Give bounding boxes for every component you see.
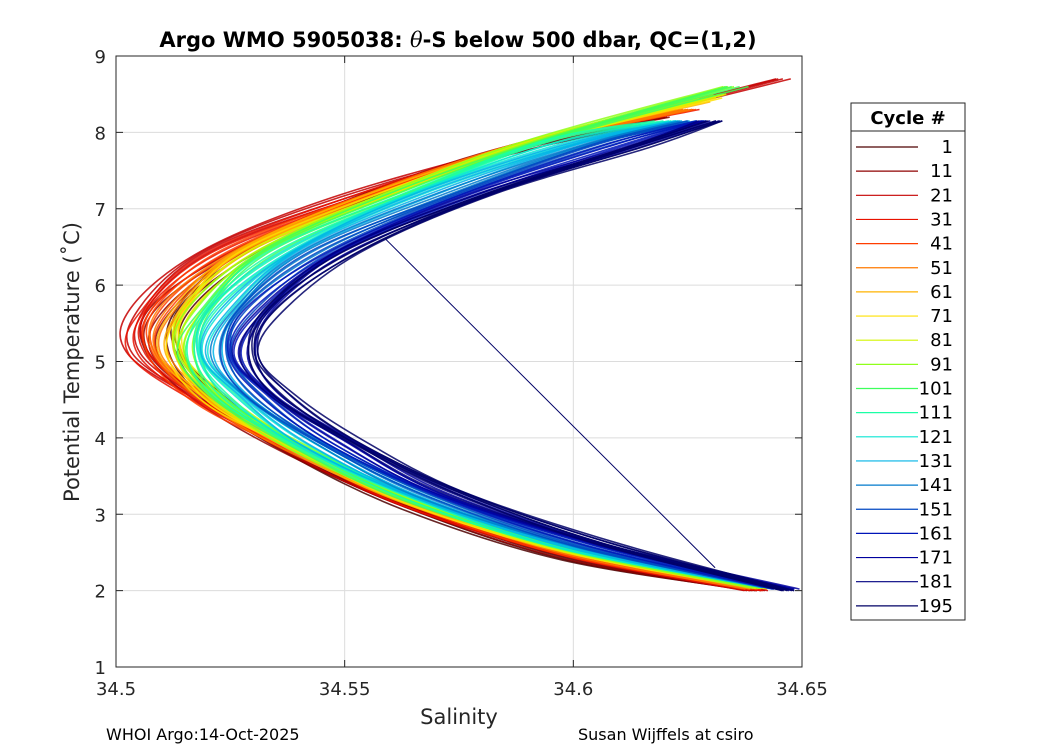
legend-entry-label: 131 xyxy=(919,451,953,472)
profile-line-cycle-121 xyxy=(195,120,767,589)
legend-entry-label: 31 xyxy=(930,209,953,230)
legend-entry-label: 11 xyxy=(930,161,953,182)
profile-line-cycle-151 xyxy=(225,120,777,590)
y-tick-label: 8 xyxy=(95,123,106,144)
profile-line-cycle-195 xyxy=(256,120,795,592)
y-tick-label: 3 xyxy=(95,505,106,526)
profile-line-cycle-195 xyxy=(251,120,785,592)
legend-entry-label: 71 xyxy=(930,306,953,327)
profile-line-cycle-131 xyxy=(204,120,771,589)
legend-entry-label: 111 xyxy=(919,403,953,424)
legend-title: Cycle # xyxy=(870,108,945,129)
chart-title-theta-symbol: θ xyxy=(410,28,423,52)
spurious-segment xyxy=(385,238,716,569)
profile-line-cycle-195 xyxy=(253,120,788,592)
x-tick-label: 34.55 xyxy=(319,679,371,700)
chart-title-suffix: -S below 500 dbar, QC=(1,2) xyxy=(423,28,757,52)
y-tick-label: 1 xyxy=(95,658,106,679)
x-tick-label: 34.5 xyxy=(96,679,136,700)
profile-line-cycle-131 xyxy=(199,120,763,589)
y-tick-label: 4 xyxy=(95,429,106,450)
chart-title-prefix: Argo WMO 5905038: xyxy=(159,28,410,52)
legend-entry-label: 101 xyxy=(919,379,953,400)
profile-lines xyxy=(119,78,800,592)
legend-entry-label: 141 xyxy=(919,475,953,496)
legend-entry-label: 181 xyxy=(919,572,953,593)
plot-area xyxy=(119,78,800,592)
legend-entry-label: 161 xyxy=(919,523,953,544)
axis-ticks: 34.5 34.55 34.6 34.65 1 2 3 4 5 6 7 8 9 xyxy=(95,47,828,700)
legend-entries: 1112131415161718191101111121131141151161… xyxy=(856,137,953,617)
chart-title: Argo WMO 5905038: θ-S below 500 dbar, QC… xyxy=(159,28,756,52)
footer-source-date: WHOI Argo:14-Oct-2025 xyxy=(106,725,300,744)
profile-line-cycle-171 xyxy=(231,120,778,590)
profile-line-cycle-111 xyxy=(186,120,766,589)
y-axis-label: Potential Temperature (˚C) xyxy=(60,222,84,502)
y-tick-label: 9 xyxy=(95,47,106,68)
profile-line-cycle-141 xyxy=(209,120,773,590)
legend-entry-label: 1 xyxy=(942,137,953,158)
x-tick-label: 34.65 xyxy=(776,679,828,700)
legend-entry-label: 121 xyxy=(919,427,953,448)
legend-entry-label: 41 xyxy=(930,234,953,255)
legend-entry-label: 151 xyxy=(919,499,953,520)
profile-line-cycle-181 xyxy=(238,120,784,592)
profile-line-cycle-161 xyxy=(226,120,774,590)
y-tick-label: 6 xyxy=(95,276,106,297)
legend-entry-label: 21 xyxy=(930,185,953,206)
x-axis-label: Salinity xyxy=(420,705,498,729)
legend-entry-label: 171 xyxy=(919,548,953,569)
y-tick-label: 5 xyxy=(95,353,106,374)
legend-entry-label: 195 xyxy=(919,596,953,617)
footer-attribution: Susan Wijffels at csiro xyxy=(578,725,754,744)
profile-line-cycle-151 xyxy=(219,120,775,590)
legend-entry-label: 61 xyxy=(930,282,953,303)
x-tick-label: 34.6 xyxy=(553,679,593,700)
legend-entry-label: 91 xyxy=(930,354,953,375)
legend: Cycle # 11121314151617181911011111211311… xyxy=(850,102,966,621)
legend-entry-label: 81 xyxy=(930,330,953,351)
y-tick-label: 7 xyxy=(95,200,106,221)
profile-line-cycle-161 xyxy=(229,120,778,590)
profile-line-cycle-195 xyxy=(247,120,783,592)
y-tick-label: 2 xyxy=(95,582,106,603)
legend-entry-label: 51 xyxy=(930,258,953,279)
